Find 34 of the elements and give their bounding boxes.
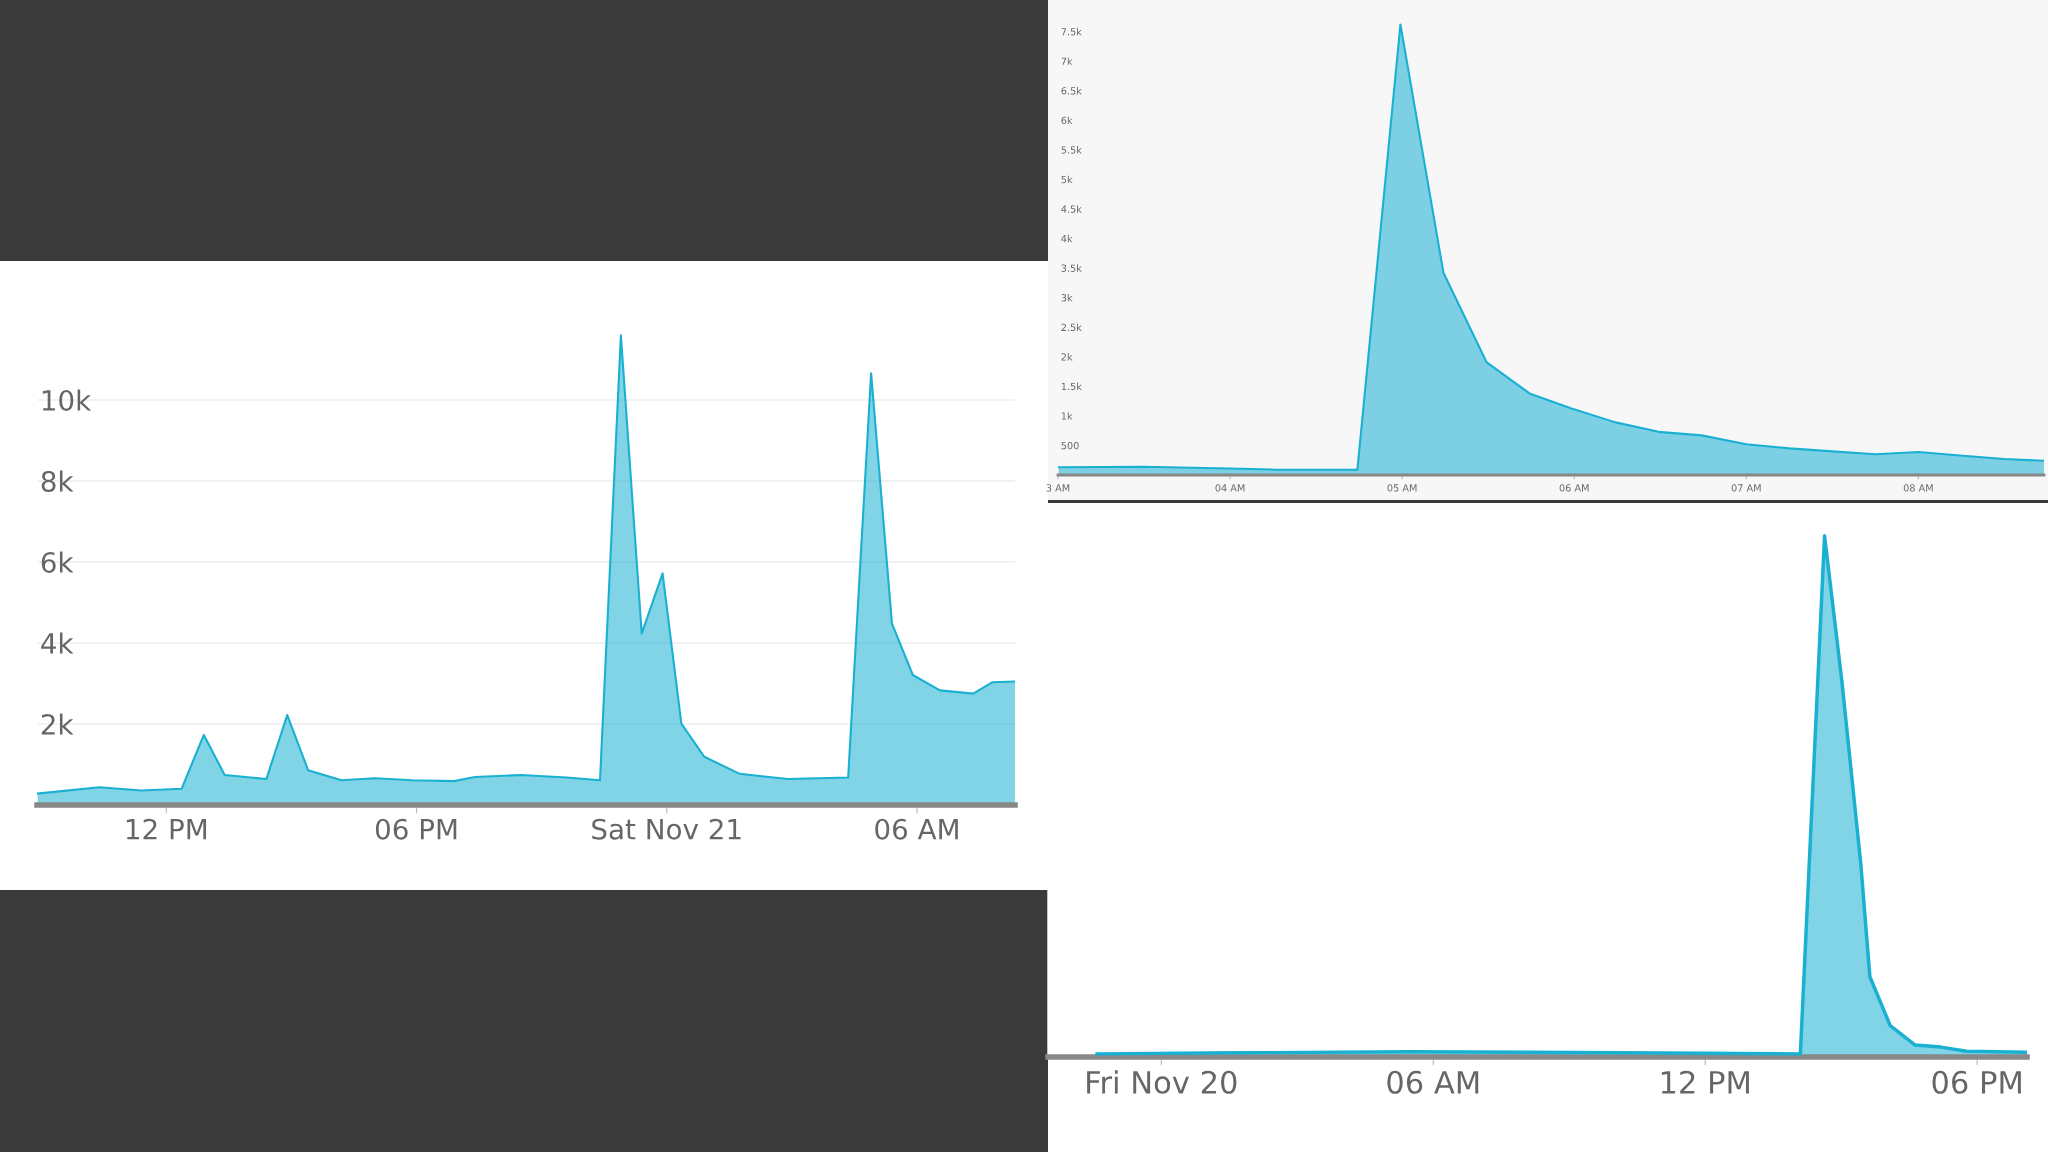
y-tick-label: 2k xyxy=(1061,353,1073,361)
y-tick-label: 6k xyxy=(41,551,74,573)
y-tick-label: 500 xyxy=(1061,441,1079,450)
x-tick-label: 12 PM xyxy=(126,818,207,840)
x-tick-label: 07 AM xyxy=(1731,484,1761,492)
y-tick-label: 1.5k xyxy=(1061,382,1082,391)
x-tick-label: 3 AM xyxy=(1046,484,1070,492)
x-tick-label: 05 AM xyxy=(1387,484,1417,492)
y-tick-label: 10k xyxy=(42,389,92,411)
y-tick-label: 5k xyxy=(1061,175,1073,184)
x-tick-label: 06 AM xyxy=(1387,1070,1479,1094)
y-tick-label: 6.5k xyxy=(1061,86,1082,95)
y-tick-label: 7k xyxy=(1061,57,1073,65)
x-tick-label: 04 AM xyxy=(1215,484,1245,492)
x-tick-label: 08 AM xyxy=(1903,484,1933,492)
y-tick-label: 8k xyxy=(41,470,74,492)
y-tick-label: 6k xyxy=(1061,116,1073,125)
y-tick-label: 4.5k xyxy=(1061,205,1082,213)
y-tick-label: 1k xyxy=(1061,412,1073,420)
y-tick-label: 7.5k xyxy=(1061,27,1082,36)
y-tick-label: 4k xyxy=(41,632,74,654)
y-tick-label: 5.5k xyxy=(1061,146,1082,154)
y-tick-label: 2.5k xyxy=(1061,323,1082,332)
y-tick-label: 4k xyxy=(1061,234,1073,243)
y-tick-label: 3.5k xyxy=(1061,264,1082,272)
x-tick-label: Sat Nov 21 xyxy=(592,818,741,840)
x-tick-label: 06 PM xyxy=(375,818,457,840)
x-tick-label: 06 AM xyxy=(1559,484,1589,492)
x-tick-label: 06 AM xyxy=(875,818,958,840)
x-tick-label: Fri Nov 20 xyxy=(1087,1070,1237,1094)
x-tick-label: 12 PM xyxy=(1661,1070,1749,1094)
y-tick-label: 2k xyxy=(41,713,74,735)
x-tick-label: 06 PM xyxy=(1932,1070,2021,1094)
y-tick-label: 3k xyxy=(1061,293,1073,302)
